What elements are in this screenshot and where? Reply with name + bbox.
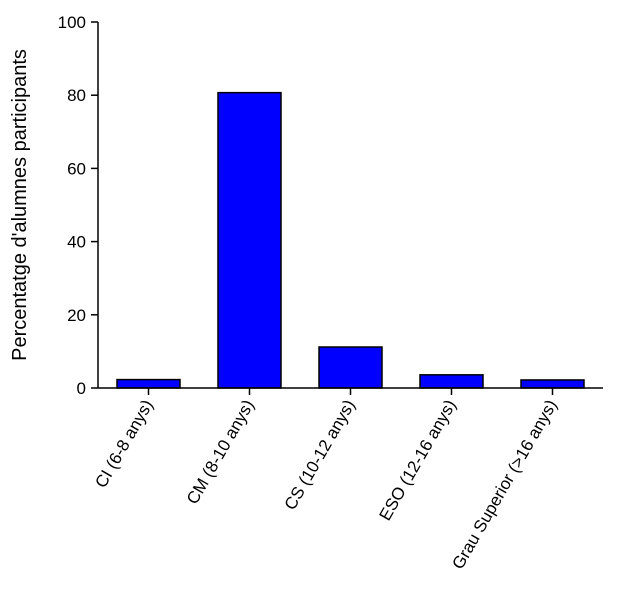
x-tick-label-0: CI (6-8 anys): [91, 397, 157, 492]
y-tick-label-1: 20: [67, 306, 86, 325]
x-tick-label-4: Grau Superior (>16 anys): [448, 397, 561, 573]
bar-2: [318, 346, 383, 389]
bars-group: [116, 91, 585, 389]
x-tick-label-2: CS (10-12 anys): [281, 397, 359, 514]
y-ticks-group: 0 20 40 60 80 100: [58, 13, 98, 398]
y-tick-label-2: 40: [67, 233, 86, 252]
y-axis-label: Percentatge d'alumnes participants: [9, 49, 31, 361]
y-tick-label-3: 60: [67, 159, 86, 178]
bar-3: [419, 374, 484, 389]
bar-4: [520, 379, 585, 389]
axes-group: [97, 22, 603, 389]
x-tick-label-1: CM (8-10 anys): [183, 397, 258, 508]
bar-1: [217, 91, 282, 389]
y-tick-label-0: 0: [77, 379, 86, 398]
x-tick-label-3: ESO (12-16 anys): [375, 397, 459, 524]
bar-0: [116, 378, 181, 389]
y-tick-label-4: 80: [67, 86, 86, 105]
y-tick-label-5: 100: [58, 13, 86, 32]
x-ticks-group: CI (6-8 anys) CM (8-10 anys) CS (10-12 any…: [91, 388, 561, 573]
